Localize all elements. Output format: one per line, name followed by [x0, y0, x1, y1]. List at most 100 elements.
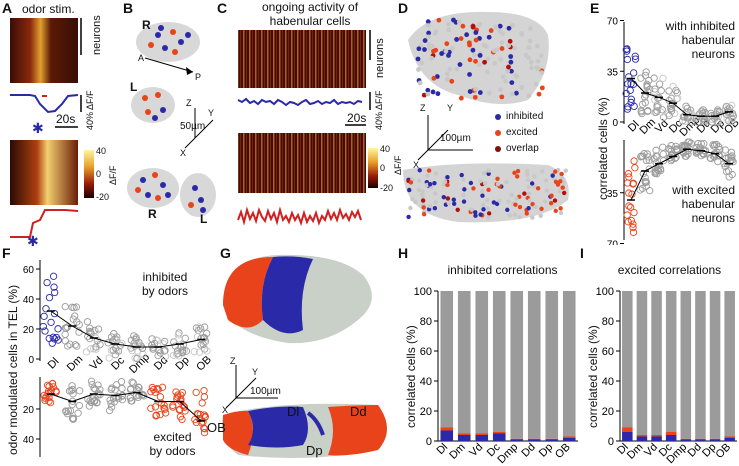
d-legend-inhibited: inhibited	[506, 111, 544, 122]
h-bar-none	[475, 291, 489, 434]
d-cell-dot	[524, 211, 529, 216]
panel-label-f: F	[2, 245, 11, 261]
e-point-bottom	[630, 157, 638, 165]
i-ytick-label: 80	[602, 316, 614, 328]
e-point-top	[699, 106, 707, 114]
f-point-top	[86, 328, 95, 336]
f-point-bottom	[148, 383, 156, 392]
d-cell-dot	[473, 37, 479, 43]
d-cell-dot	[406, 214, 411, 220]
f-point-top	[75, 328, 83, 336]
f-point-top	[197, 324, 205, 333]
d-cell-dot	[482, 170, 487, 176]
g-label-y: Y	[252, 367, 259, 377]
d-cell-dot	[543, 178, 549, 183]
f-point-bottom	[90, 397, 99, 405]
d-cell-dot	[425, 91, 431, 97]
d-cell-dot	[417, 80, 423, 86]
e-point-top	[631, 55, 640, 63]
d-cell-dot	[476, 22, 482, 28]
d-cell-dot	[416, 187, 422, 193]
e-point-top	[722, 102, 731, 111]
e-point-top	[623, 45, 631, 53]
e-point-top	[687, 114, 696, 122]
f-point-bottom	[149, 385, 158, 394]
e-ylabel: correlated cells (%)	[596, 97, 610, 200]
h-bar-none	[510, 291, 524, 439]
d-cell-dot	[526, 191, 532, 196]
f-xtick-label: Dm	[65, 353, 86, 374]
e-point-bottom	[715, 151, 723, 159]
f-point-bottom	[140, 392, 148, 400]
d-brain-lateral	[403, 163, 569, 223]
f-point-bottom	[127, 397, 135, 405]
e-point-top	[728, 114, 736, 122]
a-dff-label: 40% ΔF/F	[85, 90, 95, 130]
f-point-top	[50, 335, 59, 343]
e-point-top	[622, 45, 630, 54]
d-cell-dot	[413, 199, 418, 205]
d-cell-dot	[486, 34, 492, 40]
d-cell-dot	[536, 91, 542, 97]
e-point-bottom	[700, 140, 708, 148]
d-cell-dot	[449, 78, 455, 84]
d-cell-dot	[433, 191, 438, 196]
e-point-top	[699, 114, 707, 123]
f-ytick-label: 20	[23, 405, 35, 416]
d-cell-dot	[486, 168, 491, 173]
d-cell-dot	[458, 36, 464, 41]
e-point-bottom	[682, 152, 690, 160]
d-cell-dot	[506, 43, 512, 48]
e-point-top	[665, 87, 673, 95]
d-cell-dot	[527, 38, 533, 44]
d-cell-dot	[442, 179, 448, 185]
f-text-top-2: by odors	[141, 284, 189, 298]
a-time-label: 20s	[56, 112, 76, 126]
f-point-bottom	[160, 401, 168, 409]
b-label-a: A	[138, 53, 145, 63]
e-point-top	[657, 87, 665, 95]
d-cell-dot	[407, 187, 412, 193]
e-point-bottom	[630, 208, 638, 217]
panel-a-title: odor stim.	[22, 2, 75, 16]
d-cell-dot	[538, 53, 544, 59]
e-point-bottom	[653, 165, 662, 173]
f-point-top	[49, 272, 58, 280]
i-ytick-label: 0	[608, 436, 614, 448]
e-point-top	[652, 108, 660, 116]
d-cell-dot	[532, 174, 537, 179]
d-cell-dot	[473, 213, 478, 218]
d-cell-dot	[515, 168, 521, 174]
d-cell-dot	[500, 74, 506, 79]
i-bar-none	[724, 291, 735, 437]
f-point-top	[54, 325, 62, 333]
b-scale-label: 50µm	[180, 121, 206, 132]
d-cell-dot	[503, 78, 509, 84]
e-text-top-1: with inhibited	[665, 19, 735, 33]
e-point-top	[723, 115, 731, 123]
d-cell-dot	[482, 59, 487, 65]
d-cell-dot	[525, 168, 530, 174]
f-point-bottom	[200, 393, 208, 401]
d-cell-dot	[422, 38, 428, 43]
f-point-top	[50, 283, 58, 291]
e-point-top	[680, 113, 689, 121]
e-point-bottom	[728, 170, 736, 179]
f-point-top	[148, 335, 156, 343]
h-bar-inhibited	[440, 430, 454, 441]
c-heatmap-top	[238, 30, 366, 88]
d-cell-dot	[470, 23, 476, 29]
d-cell-dot	[480, 193, 485, 198]
d-cell-dot	[526, 184, 531, 190]
h-xtick-label: Dd	[519, 441, 537, 459]
i-ytick-label: 40	[602, 376, 614, 388]
e-point-top	[698, 107, 706, 115]
h-bar-excited	[545, 438, 559, 440]
f-xtick-label: Vd	[88, 355, 106, 373]
e-text-bottom: with excited habenular neurons	[645, 183, 735, 225]
d-cell-dot	[450, 45, 455, 51]
d-cell-dot	[433, 171, 439, 176]
d-cell-dot	[522, 191, 527, 196]
d-cell-dot	[507, 38, 513, 44]
f-point-bottom	[46, 398, 55, 407]
